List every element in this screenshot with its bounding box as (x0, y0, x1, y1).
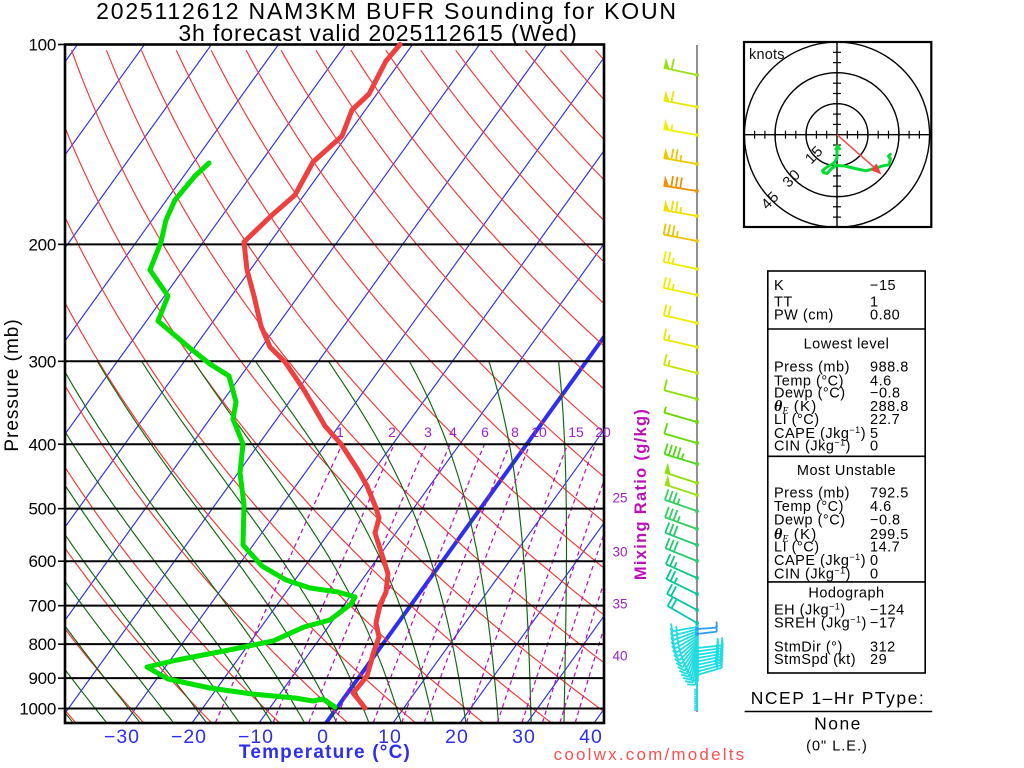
svg-text:15: 15 (568, 424, 584, 440)
svg-text:CAPE (Jkg−1): CAPE (Jkg−1) (774, 425, 866, 442)
svg-text:35: 35 (612, 597, 627, 612)
svg-text:coolwx.com/modelts: coolwx.com/modelts (554, 745, 747, 764)
svg-text:Dewp (°C): Dewp (°C) (774, 512, 846, 528)
svg-text:PW (cm): PW (cm) (774, 307, 834, 323)
svg-text:3: 3 (424, 424, 432, 440)
svg-text:Lowest level: Lowest level (804, 337, 890, 353)
svg-text:Most Unstable: Most Unstable (797, 463, 896, 479)
svg-text:8: 8 (511, 424, 519, 440)
svg-text:Temp (°C): Temp (°C) (774, 499, 844, 515)
svg-text:792.5: 792.5 (870, 485, 909, 501)
svg-text:TT: TT (774, 295, 793, 311)
svg-text:None: None (814, 714, 862, 734)
svg-text:K: K (774, 278, 784, 294)
svg-text:4: 4 (449, 424, 457, 440)
svg-text:299.5: 299.5 (870, 527, 909, 543)
svg-text:−17: −17 (870, 616, 896, 632)
svg-text:200: 200 (29, 235, 56, 254)
svg-text:400: 400 (29, 435, 56, 454)
svg-text:10: 10 (531, 424, 547, 440)
svg-text:800: 800 (29, 635, 56, 654)
svg-text:CAPE (Jkg−1): CAPE (Jkg−1) (774, 552, 866, 569)
svg-text:1000: 1000 (19, 700, 56, 719)
svg-text:4.6: 4.6 (870, 499, 892, 515)
svg-text:312: 312 (870, 639, 896, 655)
svg-text:22.7: 22.7 (870, 412, 900, 428)
svg-text:−124: −124 (870, 603, 905, 619)
svg-text:θE (K): θE (K) (774, 398, 817, 417)
svg-text:2: 2 (388, 424, 396, 440)
svg-text:−15: −15 (870, 278, 896, 294)
svg-text:0: 0 (870, 553, 879, 569)
svg-text:LI (°C): LI (°C) (774, 539, 820, 555)
svg-text:600: 600 (29, 552, 56, 571)
svg-text:EH (Jkg−1): EH (Jkg−1) (774, 602, 846, 619)
svg-text:1: 1 (870, 295, 879, 311)
svg-text:20: 20 (595, 424, 611, 440)
svg-text:900: 900 (29, 669, 56, 688)
svg-text:−20: −20 (171, 726, 207, 748)
svg-text:Dewp (°C): Dewp (°C) (774, 385, 846, 401)
svg-text:CIN (Jkg−1): CIN (Jkg−1) (774, 438, 851, 455)
svg-text:CIN (Jkg−1): CIN (Jkg−1) (774, 566, 851, 583)
svg-text:−10: −10 (238, 726, 274, 748)
svg-text:40: 40 (612, 649, 627, 664)
svg-text:300: 300 (29, 352, 56, 371)
svg-text:30: 30 (512, 726, 536, 748)
svg-text:Pressure (mb): Pressure (mb) (2, 318, 23, 451)
svg-text:StmSpd (kt): StmSpd (kt) (774, 652, 856, 668)
svg-text:3h forecast valid 2025112615 (: 3h forecast valid 2025112615 (Wed) (178, 20, 577, 46)
svg-text:−0.8: −0.8 (870, 385, 901, 401)
svg-text:288.8: 288.8 (870, 399, 909, 415)
svg-text:θE (K): θE (K) (774, 526, 817, 545)
svg-text:1: 1 (336, 424, 344, 440)
svg-text:6: 6 (481, 424, 489, 440)
svg-text:10: 10 (378, 726, 402, 748)
svg-text:Temp (°C): Temp (°C) (774, 373, 844, 389)
svg-text:100: 100 (29, 36, 56, 55)
svg-text:700: 700 (29, 597, 56, 616)
svg-text:0: 0 (870, 439, 879, 455)
svg-text:Temperature (°C): Temperature (°C) (239, 742, 411, 763)
svg-text:−30: −30 (104, 726, 140, 748)
svg-text:Mixing Ratio (g/kg): Mixing Ratio (g/kg) (632, 408, 650, 580)
svg-text:StmDir (°): StmDir (°) (774, 639, 843, 655)
svg-text:LI (°C): LI (°C) (774, 412, 820, 428)
svg-text:SREH (Jkg−1): SREH (Jkg−1) (774, 615, 867, 632)
svg-text:20: 20 (445, 726, 469, 748)
svg-text:0.80: 0.80 (870, 307, 900, 323)
svg-text:4.6: 4.6 (870, 373, 892, 389)
svg-text:0: 0 (317, 726, 329, 748)
svg-text:30: 30 (612, 545, 627, 560)
svg-text:−0.8: −0.8 (870, 512, 901, 528)
svg-text:Press (mb): Press (mb) (774, 485, 850, 501)
svg-text:988.8: 988.8 (870, 360, 909, 376)
svg-text:Hodograph: Hodograph (808, 585, 884, 601)
svg-text:0: 0 (870, 567, 879, 583)
svg-text:Press (mb): Press (mb) (774, 360, 850, 376)
svg-text:knots: knots (749, 47, 785, 63)
svg-text:14.7: 14.7 (870, 539, 900, 555)
svg-text:29: 29 (870, 652, 887, 668)
svg-text:500: 500 (29, 500, 56, 519)
svg-text:(0" L.E.): (0" L.E.) (806, 739, 868, 755)
svg-text:40: 40 (579, 726, 603, 748)
svg-text:5: 5 (870, 426, 879, 442)
svg-text:25: 25 (612, 491, 627, 506)
svg-text:NCEP 1–Hr PType:: NCEP 1–Hr PType: (751, 688, 925, 708)
svg-text:2025112612 NAM3KM BUFR Soundin: 2025112612 NAM3KM BUFR Sounding for KOUN (96, 0, 678, 24)
